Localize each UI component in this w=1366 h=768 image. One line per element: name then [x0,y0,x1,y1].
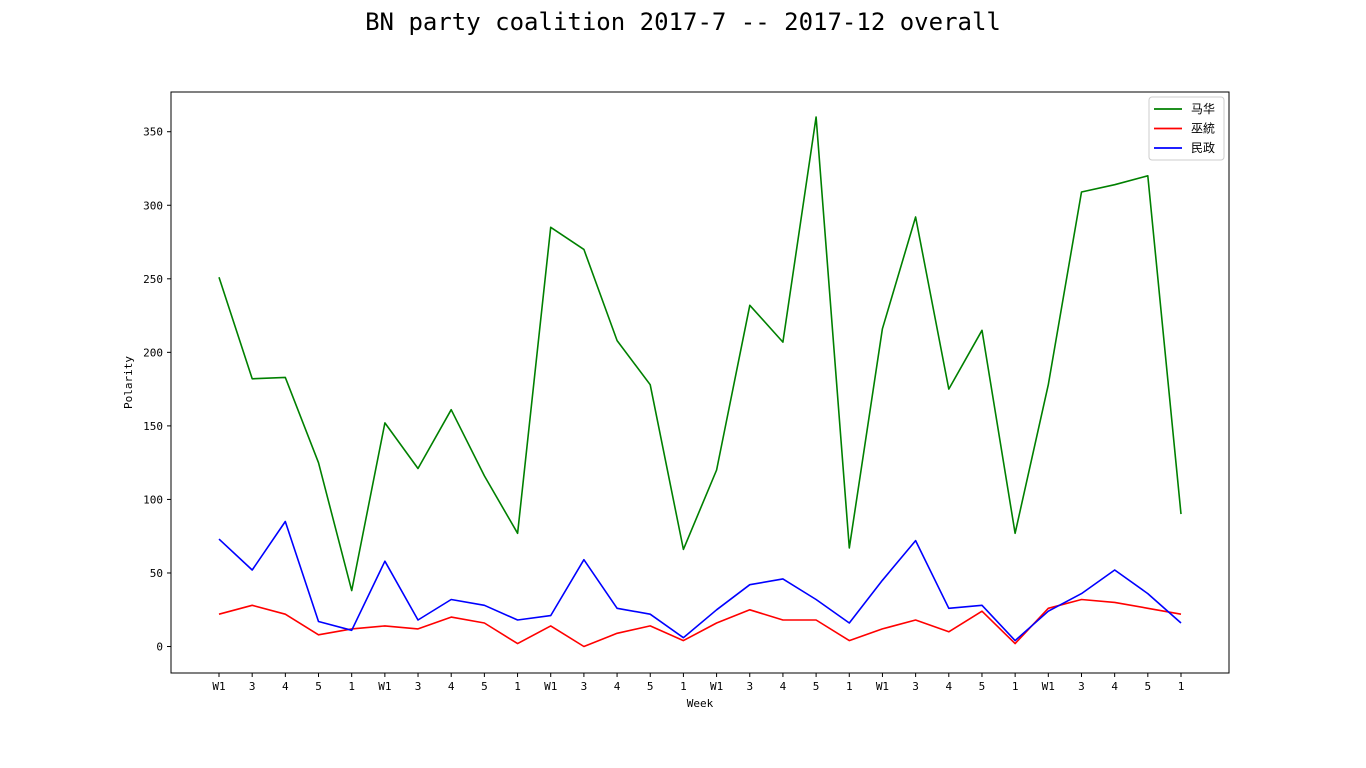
x-tick-label: 4 [780,680,787,693]
y-tick-label: 300 [143,199,163,212]
x-tick-label: 1 [514,680,521,693]
series-line-1 [218,598,1182,648]
x-tick-label: 4 [282,680,289,693]
series-line-2 [218,520,1182,642]
x-tick-label: 5 [979,680,986,693]
x-tick-label: 4 [945,680,952,693]
x-tick-label: W1 [710,680,723,693]
plot-area [170,91,1230,674]
x-tick-label: 1 [846,680,853,693]
y-tick-label: 50 [150,567,163,580]
y-tick-label: 250 [143,273,163,286]
series-line-0 [218,116,1182,592]
y-tick-label: 350 [143,126,163,139]
y-tick-label: 200 [143,346,163,359]
chart-title: BN party coalition 2017-7 -- 2017-12 ove… [365,8,1001,36]
y-axis-label: Polarity [122,356,135,409]
legend-label: 巫統 [1191,122,1215,136]
x-tick-label: 5 [315,680,322,693]
x-tick-label: 3 [249,680,256,693]
x-tick-label: 3 [415,680,422,693]
x-tick-label: 5 [1145,680,1152,693]
x-tick-label: 4 [614,680,621,693]
y-axis: 0 50 100 150 200 250 300 350 [143,126,171,654]
x-tick-label: 5 [647,680,654,693]
x-tick-label: 3 [746,680,753,693]
x-tick-label: W1 [378,680,391,693]
y-tick-label: 0 [156,641,163,654]
x-axis-label: Week [687,697,714,710]
x-tick-label: W1 [876,680,889,693]
x-tick-label: 5 [481,680,488,693]
legend-label: 马华 [1191,102,1215,116]
legend-box [1148,96,1225,161]
x-tick-label: W1 [212,680,225,693]
x-tick-label: W1 [544,680,557,693]
x-tick-label: 3 [1078,680,1085,693]
x-axis: W1 3 4 5 1 W1 3 4 5 1 W1 3 4 5 1 W1 3 4 5 1 W1 3 4 5 1 W1 3 4 5 1 [212,673,1184,693]
y-tick-label: 100 [143,493,163,506]
x-tick-label: 4 [1111,680,1118,693]
x-tick-label: 1 [1178,680,1185,693]
x-tick-label: 1 [680,680,687,693]
x-tick-label: 3 [581,680,588,693]
x-tick-label: 1 [348,680,355,693]
x-tick-label: W1 [1042,680,1055,693]
series-layer [218,116,1182,648]
x-tick-label: 3 [912,680,919,693]
y-tick-label: 150 [143,420,163,433]
x-tick-label: 4 [448,680,455,693]
legend-label: 民政 [1191,141,1215,155]
x-tick-label: 1 [1012,680,1019,693]
x-tick-label: 5 [813,680,820,693]
plot-frame [170,91,1230,674]
